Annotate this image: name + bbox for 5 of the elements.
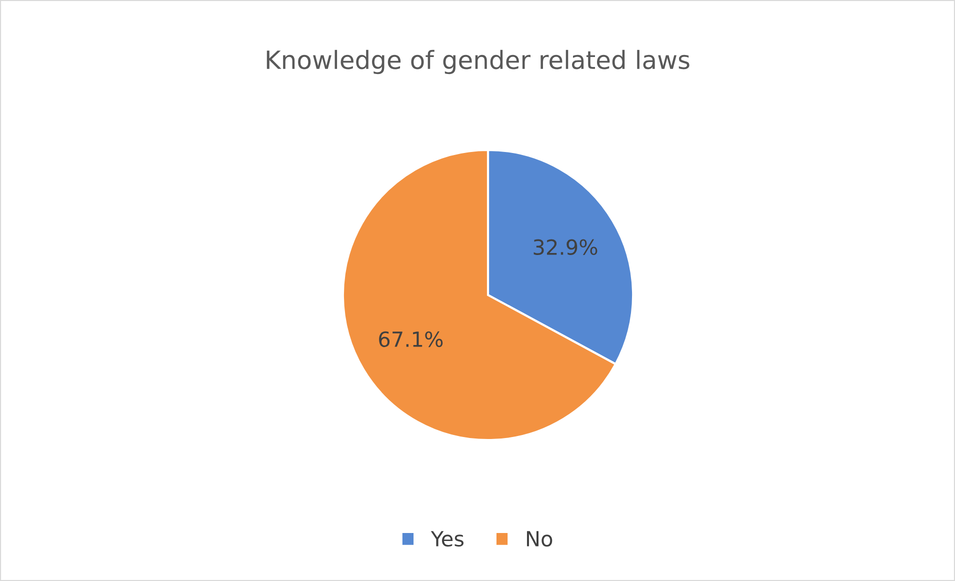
data-label: 67.1% [379,331,443,348]
legend-label: No [526,531,552,547]
legend-label: Yes [430,531,464,547]
chart-title: Knowledge of gender related laws [266,50,690,74]
data-label: 32.9% [534,239,598,256]
